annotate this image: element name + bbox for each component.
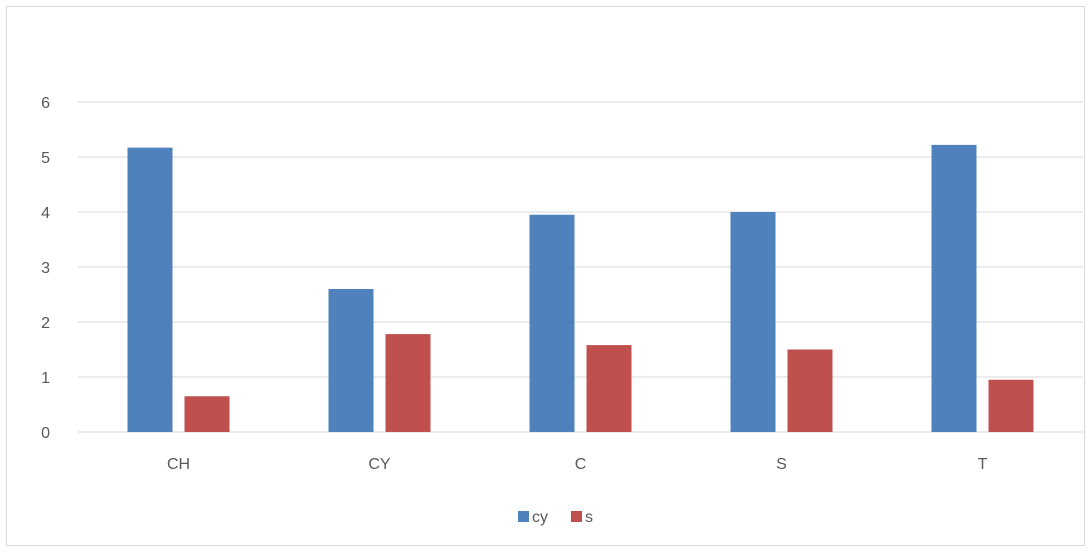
bar-s-CH [185,396,230,432]
legend: cy s [518,509,593,526]
bar-s-T [989,380,1034,432]
x-tick-label: T [978,456,988,473]
y-tick-label: 3 [41,260,50,277]
legend-swatch-cy [518,511,529,522]
bar-cy-CY [329,289,374,432]
bar-s-C [587,345,632,432]
bar-cy-T [932,145,977,432]
x-tick-label: S [776,456,787,473]
y-tick-label: 0 [41,425,50,442]
y-tick-label: 4 [41,205,50,222]
y-tick-label: 6 [41,95,50,112]
legend-swatch-s [571,511,582,522]
x-tick-label: CY [368,456,391,473]
legend-label-cy: cy [532,509,548,526]
y-tick-label: 1 [41,370,50,387]
bar-cy-C [530,215,575,432]
y-axis-ticks: 0 1 2 3 4 5 6 [41,95,50,442]
x-tick-label: C [575,456,587,473]
legend-label-s: s [585,509,593,526]
bar-cy-CH [128,148,173,432]
bar-cy-S [731,212,776,432]
x-tick-label: CH [167,456,190,473]
bars [128,145,1034,432]
y-tick-label: 2 [41,315,50,332]
y-tick-label: 5 [41,150,50,167]
bar-s-S [788,350,833,433]
x-axis-ticks: CH CY C S T [167,456,988,473]
bar-s-CY [386,334,431,432]
